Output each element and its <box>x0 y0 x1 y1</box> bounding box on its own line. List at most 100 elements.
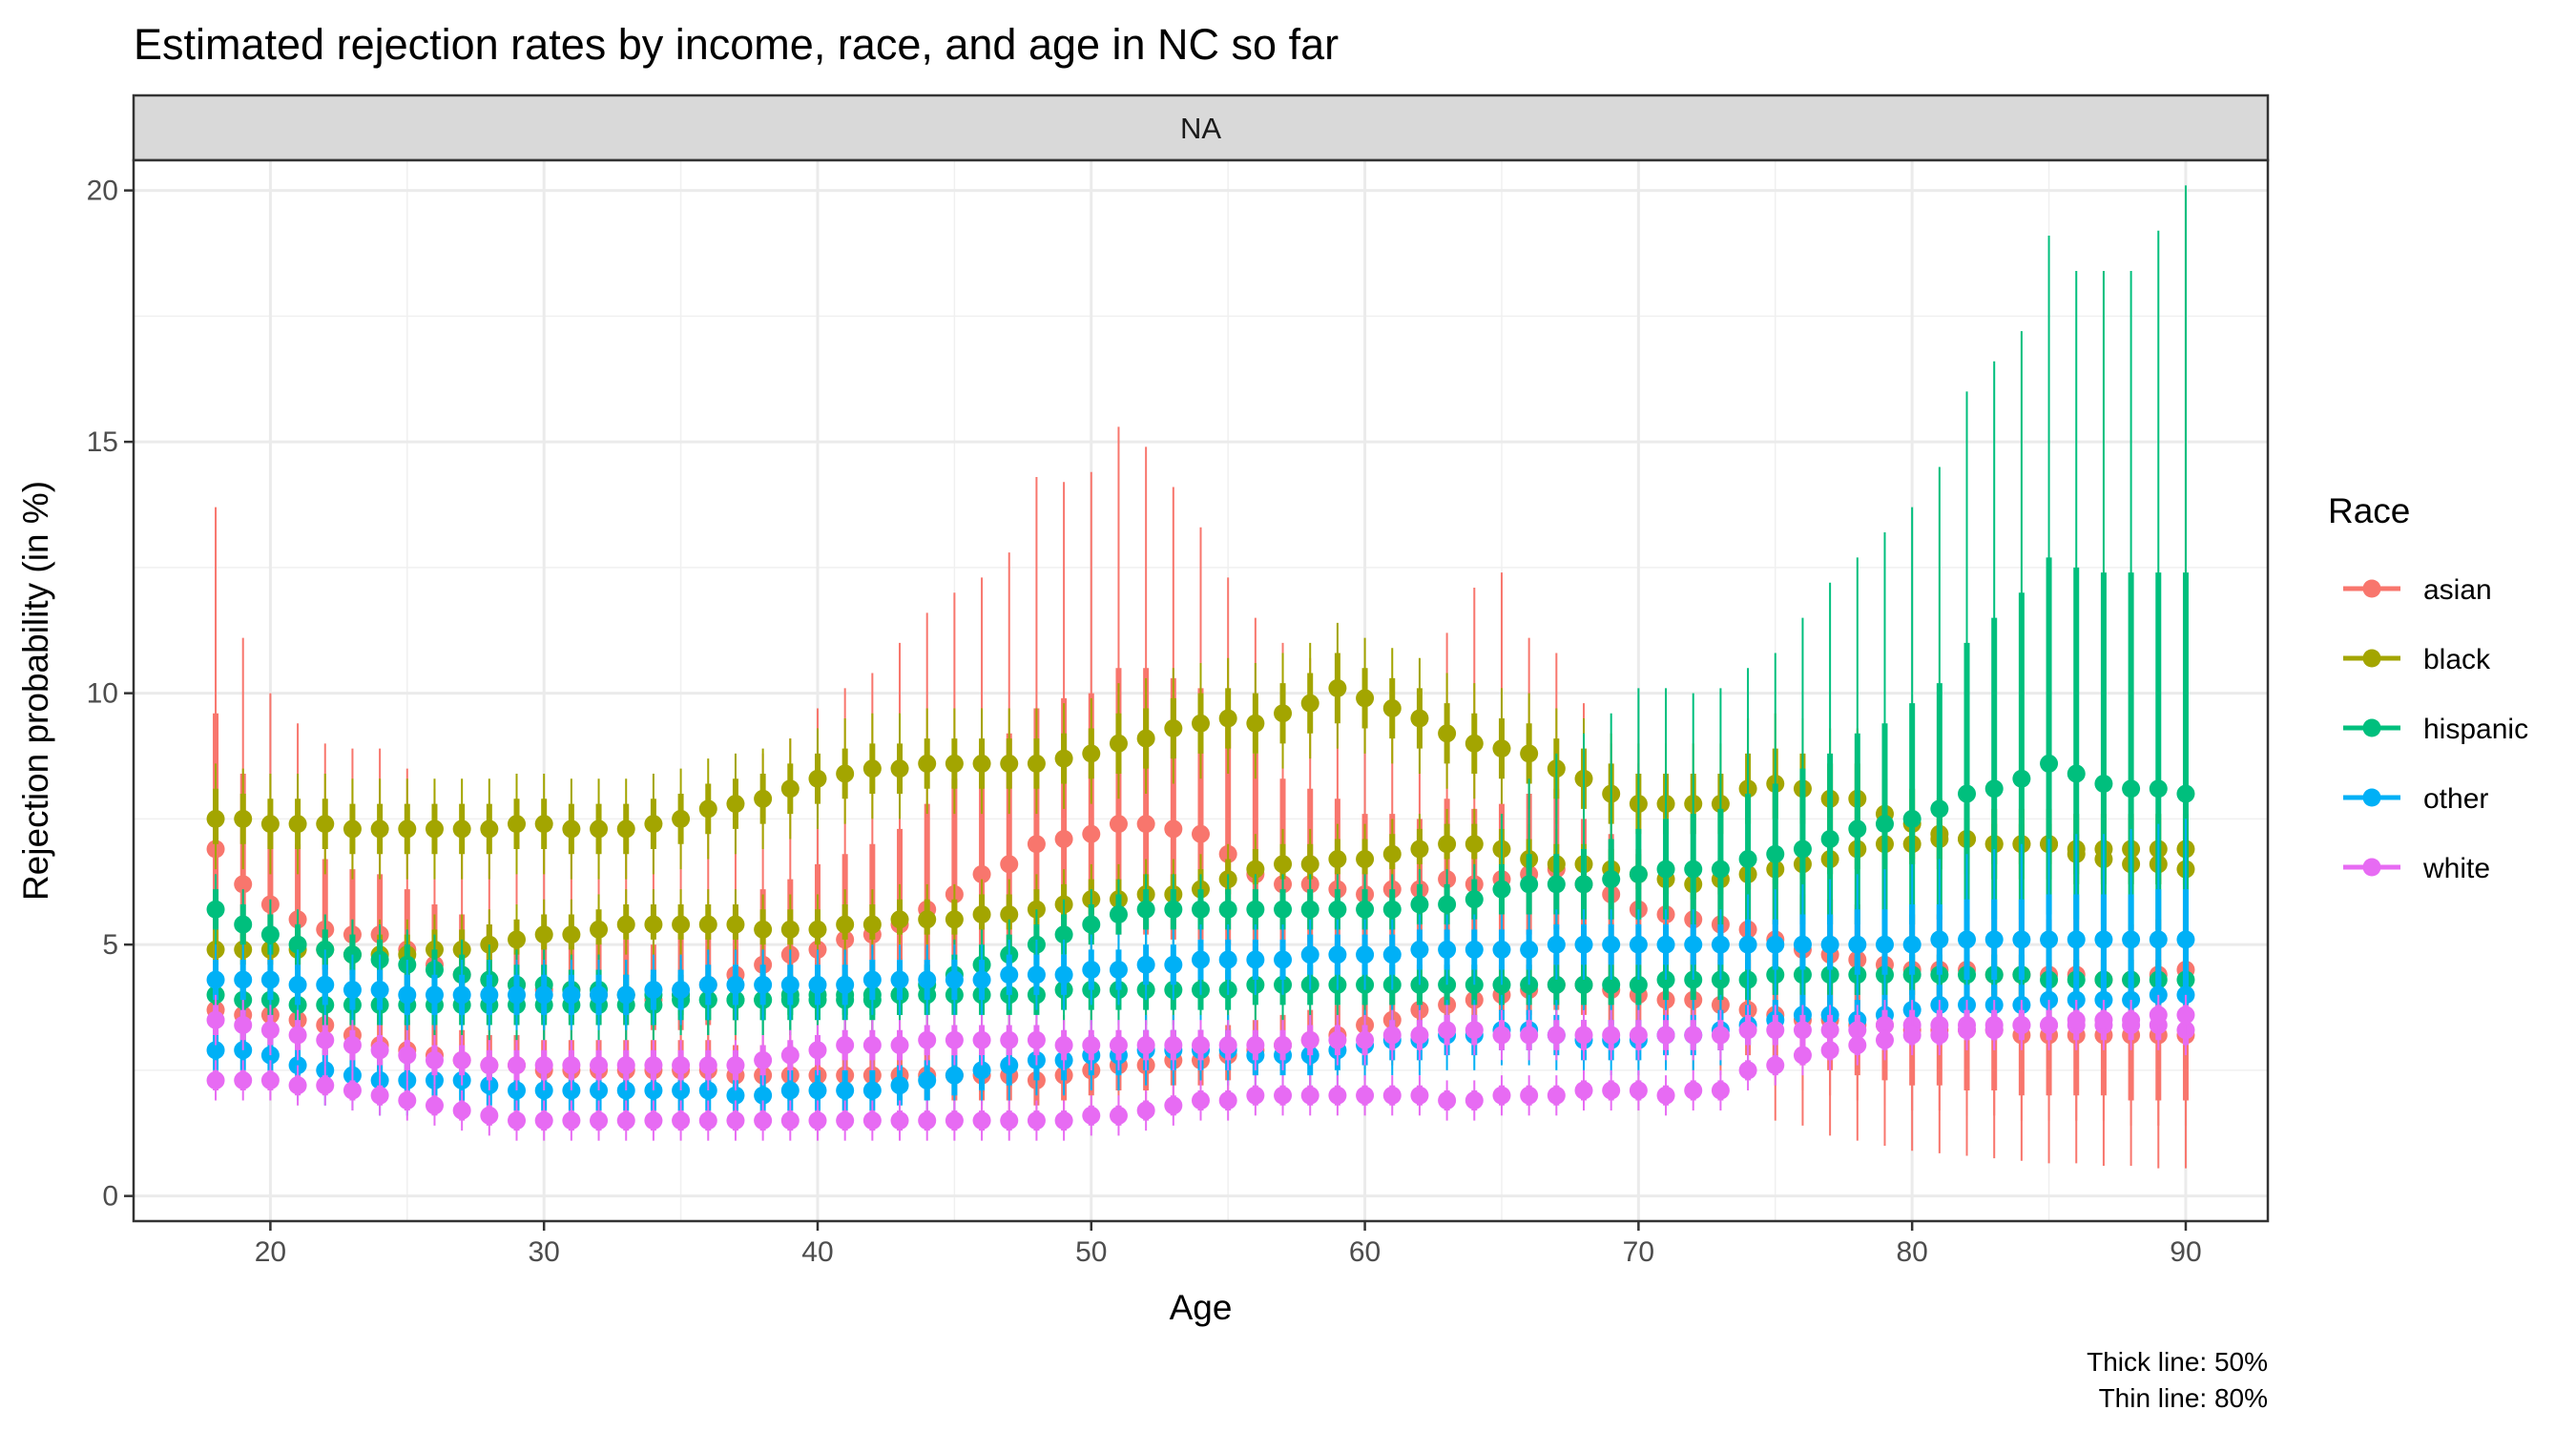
black-point <box>534 815 553 834</box>
black-point <box>1164 719 1183 738</box>
white-point <box>2122 1010 2141 1029</box>
white-point <box>1027 1111 1046 1130</box>
white-point <box>1082 1106 1101 1125</box>
white-point <box>1793 1021 1812 1040</box>
x-tick-label: 60 <box>1349 1236 1381 1268</box>
other-point <box>1984 930 2004 949</box>
hispanic-point <box>234 915 253 934</box>
other-point <box>2176 930 2195 949</box>
white-point <box>1246 1036 1265 1055</box>
white-point <box>1875 1030 1894 1049</box>
hispanic-point <box>1602 975 1621 994</box>
hispanic-point <box>2094 774 2113 793</box>
asian-point <box>1109 815 1128 834</box>
white-point <box>260 1021 280 1040</box>
legend-key-point-other <box>2362 788 2381 807</box>
white-point <box>1984 1021 2004 1040</box>
other-point <box>890 970 909 989</box>
hispanic-point <box>1082 915 1101 934</box>
x-tick-label: 20 <box>255 1236 286 1268</box>
white-point <box>370 1041 389 1060</box>
black-point <box>616 915 635 934</box>
white-point <box>1520 1086 1539 1105</box>
hispanic-point <box>1274 900 1293 919</box>
black-point <box>836 915 855 934</box>
hispanic-point <box>2067 764 2086 783</box>
other-point <box>1382 945 1402 964</box>
white-point <box>726 1056 745 1075</box>
x-axis-title: Age <box>1170 1288 1233 1327</box>
black-point <box>1054 749 1073 768</box>
other-point <box>1602 935 1621 954</box>
hispanic-point <box>288 935 307 954</box>
white-point <box>1438 1091 1457 1110</box>
other-point <box>836 975 855 994</box>
other-point <box>1958 930 1977 949</box>
other-point <box>808 975 827 994</box>
other-point <box>808 1081 827 1100</box>
legend-key-point-white <box>2362 858 2381 877</box>
black-point <box>1027 754 1046 773</box>
black-point <box>1382 844 1402 863</box>
other-point <box>1520 940 1539 959</box>
white-point <box>2176 1006 2195 1025</box>
white-point <box>234 1015 253 1034</box>
white-point <box>1574 1081 1593 1100</box>
other-point <box>1793 935 1812 954</box>
white-point <box>1356 1086 1375 1105</box>
black-point <box>398 819 417 839</box>
white-point <box>425 1096 444 1115</box>
other-point <box>562 985 581 1005</box>
other-point <box>1574 935 1593 954</box>
white-point <box>2094 1010 2113 1029</box>
white-point <box>1848 1036 1867 1055</box>
white-point <box>1382 1086 1402 1105</box>
white-point <box>2012 1015 2031 1034</box>
data-marks <box>206 185 2195 1169</box>
other-point <box>508 985 527 1005</box>
white-point <box>1300 1086 1319 1105</box>
white-point <box>972 1111 991 1130</box>
other-point <box>1930 930 1949 949</box>
white-point <box>1246 1086 1265 1105</box>
black-point <box>890 759 909 778</box>
hispanic-point <box>1410 895 1429 914</box>
white-point <box>808 1111 827 1130</box>
white-point <box>398 1091 417 1110</box>
white-point <box>1218 1036 1237 1055</box>
white-point <box>1054 1036 1073 1055</box>
white-point <box>1300 1030 1319 1049</box>
asian-point <box>1192 824 1210 843</box>
white-point <box>452 1050 471 1069</box>
other-point <box>726 975 745 994</box>
other-point <box>972 1061 991 1080</box>
black-point <box>1410 709 1429 728</box>
other-point <box>1465 940 1484 959</box>
hispanic-point <box>1465 890 1484 909</box>
other-point <box>1438 940 1457 959</box>
white-point <box>1902 1026 1922 1045</box>
other-point <box>1027 965 1046 985</box>
black-point <box>1109 734 1128 753</box>
hispanic-point <box>1218 900 1237 919</box>
white-point <box>1602 1026 1621 1045</box>
black-point <box>754 789 773 808</box>
other-point <box>972 970 991 989</box>
x-tick-label: 50 <box>1075 1236 1107 1268</box>
other-point <box>890 1076 909 1095</box>
other-point <box>2122 930 2141 949</box>
white-point <box>1192 1036 1210 1055</box>
hispanic-point <box>1656 860 1675 879</box>
black-point <box>1300 855 1319 874</box>
black-point <box>1382 698 1402 717</box>
white-point <box>480 1056 499 1075</box>
other-point <box>862 1081 882 1100</box>
white-point <box>1109 1036 1128 1055</box>
other-point <box>644 981 663 1000</box>
other-point <box>2040 930 2059 949</box>
black-point <box>862 759 882 778</box>
other-point <box>780 1081 800 1100</box>
other-point <box>616 985 635 1005</box>
y-tick-label: 0 <box>102 1181 118 1213</box>
